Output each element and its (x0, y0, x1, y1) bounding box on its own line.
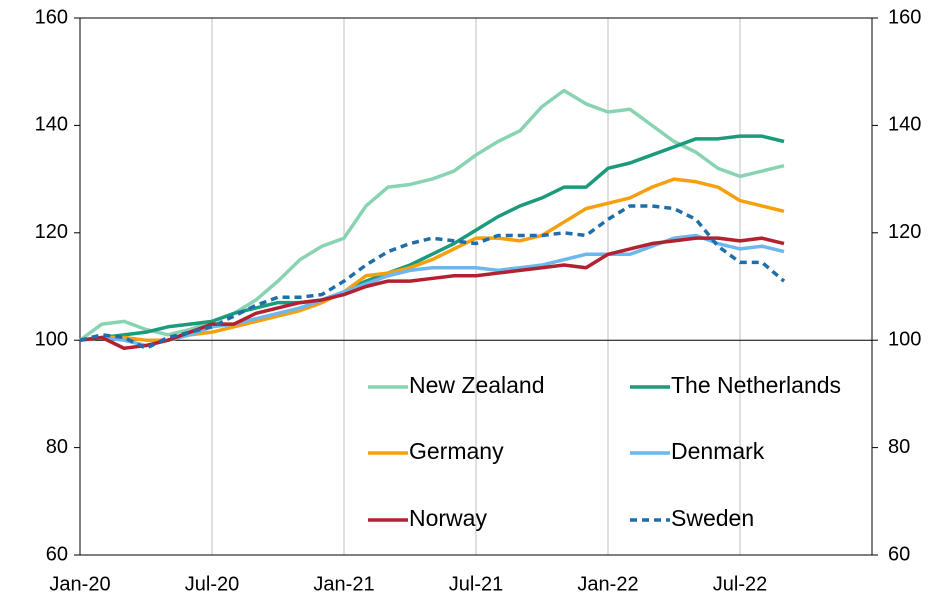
y2-tick-label: 60 (888, 543, 910, 565)
y2-tick-label: 120 (888, 221, 921, 243)
legend-label: The Netherlands (671, 372, 841, 398)
y-tick-label: 100 (35, 328, 68, 350)
y2-tick-label: 140 (888, 114, 921, 136)
y2-tick-label: 100 (888, 328, 921, 350)
legend-label: Germany (409, 438, 504, 464)
legend-label: Sweden (671, 505, 754, 531)
y-tick-label: 140 (35, 114, 68, 136)
plot-frame (79, 17, 873, 556)
series-line (79, 177, 785, 342)
y2-tick-label: 80 (888, 436, 910, 458)
legend-label: Denmark (671, 438, 765, 464)
x-tick-label: Jan-22 (577, 573, 638, 595)
y-tick-label: 80 (46, 436, 68, 458)
x-tick-label: Jul-20 (185, 573, 239, 595)
series-line (78, 88, 785, 342)
x-tick-label: Jan-21 (313, 573, 374, 595)
y-tick-label: 160 (35, 6, 68, 28)
series-line (79, 204, 786, 351)
x-tick-label: Jul-21 (449, 573, 503, 595)
y2-tick-label: 160 (888, 6, 921, 28)
y-tick-label: 120 (35, 221, 68, 243)
series-line (79, 134, 785, 342)
legend-label: New Zealand (409, 372, 545, 398)
legend-label: Norway (409, 505, 487, 531)
x-tick-label: Jul-22 (713, 573, 767, 595)
x-tick-label: Jan-20 (49, 573, 110, 595)
y-tick-label: 60 (46, 543, 68, 565)
